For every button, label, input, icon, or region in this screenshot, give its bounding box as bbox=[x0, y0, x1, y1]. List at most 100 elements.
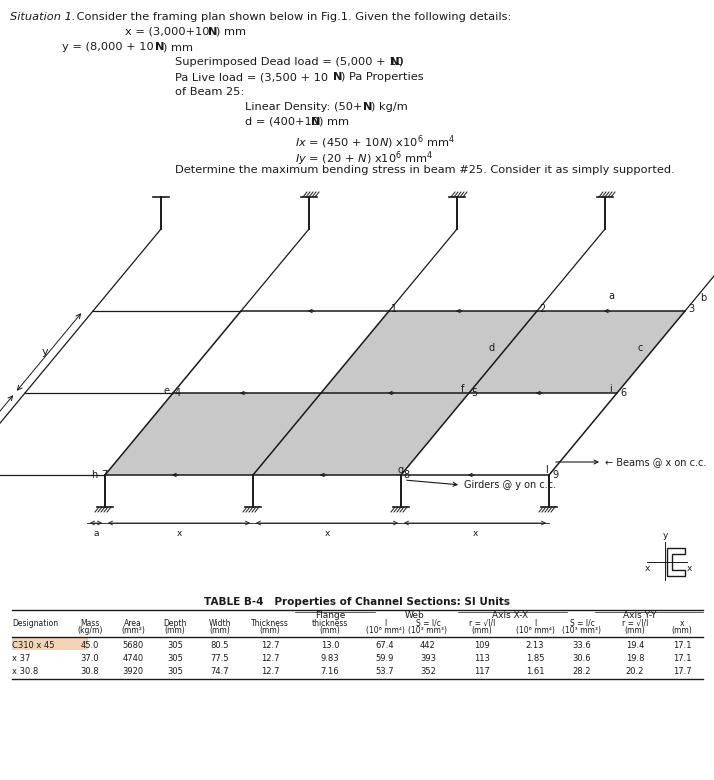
Text: x: x bbox=[324, 529, 330, 538]
Text: 30.6: 30.6 bbox=[573, 654, 591, 663]
Text: (mm): (mm) bbox=[472, 626, 493, 635]
Text: x 30.8: x 30.8 bbox=[12, 667, 39, 676]
Text: 117: 117 bbox=[474, 667, 490, 676]
Text: (kg/m): (kg/m) bbox=[77, 626, 103, 635]
Text: (mm): (mm) bbox=[320, 626, 341, 635]
Text: (mm): (mm) bbox=[625, 626, 645, 635]
Text: I: I bbox=[534, 619, 536, 628]
Text: Mass: Mass bbox=[80, 619, 100, 628]
Text: Axis X-X: Axis X-X bbox=[492, 611, 528, 620]
Bar bbox=[12, 637, 88, 650]
Text: ← Beams @ x on c.c.: ← Beams @ x on c.c. bbox=[605, 457, 706, 467]
Text: (10³ mm³): (10³ mm³) bbox=[408, 626, 448, 635]
Text: $\mathit{Iy}$ = (20 + $N$) x10$^6$ mm$^4$: $\mathit{Iy}$ = (20 + $N$) x10$^6$ mm$^4… bbox=[295, 149, 433, 168]
Text: 17.7: 17.7 bbox=[673, 667, 691, 676]
Text: 352: 352 bbox=[420, 667, 436, 676]
Text: 17.1: 17.1 bbox=[673, 641, 691, 650]
Text: Area: Area bbox=[124, 619, 142, 628]
Text: TABLE B-4   Properties of Channel Sections: SI Units: TABLE B-4 Properties of Channel Sections… bbox=[204, 597, 510, 607]
Text: Pa Live load = (3,500 + 10: Pa Live load = (3,500 + 10 bbox=[175, 72, 328, 82]
Text: Linear Density: (50+: Linear Density: (50+ bbox=[245, 102, 363, 112]
Text: x: x bbox=[686, 564, 692, 573]
Text: (mm): (mm) bbox=[210, 626, 231, 635]
Text: 6: 6 bbox=[620, 388, 626, 398]
Text: 5: 5 bbox=[471, 388, 477, 398]
Text: 59.9: 59.9 bbox=[376, 654, 394, 663]
Text: 5680: 5680 bbox=[122, 641, 144, 650]
Text: f: f bbox=[461, 384, 464, 394]
Text: x: x bbox=[176, 529, 181, 538]
Text: 28.2: 28.2 bbox=[573, 667, 591, 676]
Text: e: e bbox=[163, 386, 169, 396]
Text: d: d bbox=[489, 343, 495, 353]
Text: (mm²): (mm²) bbox=[121, 626, 145, 635]
Text: Situation 1.: Situation 1. bbox=[10, 12, 76, 22]
Text: a: a bbox=[94, 529, 99, 538]
Text: (mm): (mm) bbox=[260, 626, 281, 635]
Text: Designation: Designation bbox=[12, 619, 58, 628]
Text: 305: 305 bbox=[167, 641, 183, 650]
Text: 20.2: 20.2 bbox=[625, 667, 644, 676]
Text: N: N bbox=[311, 117, 321, 127]
Text: 1.85: 1.85 bbox=[526, 654, 544, 663]
Text: 67.4: 67.4 bbox=[376, 641, 394, 650]
Text: N: N bbox=[333, 72, 343, 82]
Text: Consider the framing plan shown below in Fig.1. Given the following details:: Consider the framing plan shown below in… bbox=[73, 12, 511, 22]
Text: N: N bbox=[208, 27, 218, 37]
Text: 77.5: 77.5 bbox=[211, 654, 229, 663]
Text: (mm): (mm) bbox=[165, 626, 186, 635]
Text: N: N bbox=[155, 42, 164, 52]
Text: 13.0: 13.0 bbox=[321, 641, 339, 650]
Text: x 37: x 37 bbox=[12, 654, 31, 663]
Text: 12.7: 12.7 bbox=[261, 641, 279, 650]
Text: S = I/c: S = I/c bbox=[416, 619, 441, 628]
Text: 8: 8 bbox=[403, 470, 409, 480]
Text: ) mm: ) mm bbox=[319, 117, 349, 127]
Text: N: N bbox=[390, 57, 400, 67]
Text: 7.16: 7.16 bbox=[321, 667, 339, 676]
Text: 442: 442 bbox=[420, 641, 436, 650]
Text: x = (3,000+10: x = (3,000+10 bbox=[125, 27, 209, 37]
Text: 12.7: 12.7 bbox=[261, 654, 279, 663]
Text: i: i bbox=[609, 384, 612, 394]
Text: ) mm: ) mm bbox=[216, 27, 246, 37]
Text: 305: 305 bbox=[167, 667, 183, 676]
Text: ) kg/m: ) kg/m bbox=[371, 102, 408, 112]
Text: 9.83: 9.83 bbox=[321, 654, 339, 663]
Text: I: I bbox=[384, 619, 386, 628]
Text: 53.7: 53.7 bbox=[376, 667, 394, 676]
Text: 393: 393 bbox=[420, 654, 436, 663]
Text: r = √I/I: r = √I/I bbox=[622, 619, 648, 628]
Text: l: l bbox=[545, 465, 548, 475]
Text: 1: 1 bbox=[391, 304, 397, 314]
Text: y: y bbox=[41, 347, 49, 357]
Text: x: x bbox=[644, 564, 650, 573]
Text: 2: 2 bbox=[539, 304, 545, 314]
Text: b: b bbox=[700, 293, 706, 303]
Text: N: N bbox=[363, 102, 373, 112]
Text: 109: 109 bbox=[474, 641, 490, 650]
Text: ) Pa Properties: ) Pa Properties bbox=[341, 72, 423, 82]
Text: 19.4: 19.4 bbox=[625, 641, 644, 650]
Text: 12.7: 12.7 bbox=[261, 667, 279, 676]
Text: h: h bbox=[91, 470, 97, 480]
Text: 30.8: 30.8 bbox=[81, 667, 99, 676]
Text: x: x bbox=[473, 529, 478, 538]
Text: Girders @ y on c.c.: Girders @ y on c.c. bbox=[464, 480, 556, 490]
Text: 4740: 4740 bbox=[122, 654, 144, 663]
Text: Flange: Flange bbox=[315, 611, 345, 620]
Text: d = (400+10: d = (400+10 bbox=[245, 117, 319, 127]
Text: r = √I/I: r = √I/I bbox=[469, 619, 496, 628]
Polygon shape bbox=[105, 393, 469, 475]
Text: ) mm: ) mm bbox=[163, 42, 193, 52]
Text: S = I/c: S = I/c bbox=[570, 619, 595, 628]
Text: y: y bbox=[663, 531, 668, 540]
Text: C310 x 45: C310 x 45 bbox=[12, 641, 54, 650]
Text: (10⁶ mm⁴): (10⁶ mm⁴) bbox=[516, 626, 555, 635]
Text: (10⁶ mm⁴): (10⁶ mm⁴) bbox=[366, 626, 404, 635]
Text: 33.6: 33.6 bbox=[573, 641, 591, 650]
Text: Depth: Depth bbox=[164, 619, 186, 628]
Text: 113: 113 bbox=[474, 654, 490, 663]
Text: x: x bbox=[680, 619, 684, 628]
Text: 45.0: 45.0 bbox=[81, 641, 99, 650]
